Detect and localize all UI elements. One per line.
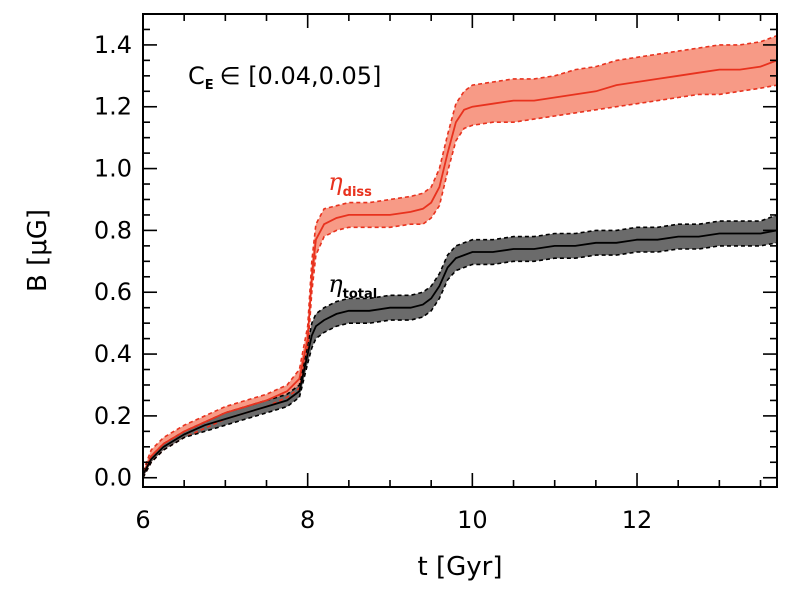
y-tick-label: 0.6 [94, 278, 132, 306]
series-label-eta-total: ηtotal [328, 270, 377, 302]
y-tick-label: 1.4 [94, 31, 132, 59]
upper-bound-eta_diss [142, 34, 778, 472]
y-axis-title: B [μG] [23, 209, 53, 292]
plot-frame [142, 13, 778, 488]
y-tick-label: 1.0 [94, 155, 132, 183]
mean-line-eta_diss [142, 59, 778, 475]
y-tick-label: 0.4 [94, 340, 132, 368]
ce-range-text: ∈ [0.04,0.05] [220, 62, 382, 90]
eta-diss-subscript: diss [343, 185, 372, 200]
eta-total-subscript: total [343, 287, 378, 302]
eta-total-symbol: η [328, 270, 343, 298]
x-axis-title: t [Gyr] [418, 552, 503, 582]
ce-symbol: C [188, 62, 205, 90]
y-tick-label: 0.8 [94, 216, 132, 244]
tick-marks [142, 14, 777, 487]
band-eta_total [143, 214, 777, 478]
bound-lines [142, 34, 778, 479]
x-tick-label: 6 [135, 506, 150, 534]
x-tick-label: 8 [300, 506, 315, 534]
ce-subscript: E [205, 78, 214, 93]
upper-bound-eta_total [142, 214, 778, 472]
x-tick-label: 10 [457, 506, 488, 534]
ce-range-annotation: CE ∈ [0.04,0.05] [188, 62, 381, 93]
y-tick-label: 1.2 [94, 93, 132, 121]
y-tick-label: 0.2 [94, 402, 132, 430]
mean-lines [142, 59, 778, 476]
lower-bound-eta_diss [142, 84, 778, 479]
y-tick-labels: 0.0 0.2 0.4 0.6 0.8 1.0 1.2 1.4 [94, 31, 132, 492]
lower-bound-eta_total [142, 242, 778, 479]
x-tick-label: 12 [622, 506, 653, 534]
x-tick-labels: 6 8 10 12 [135, 506, 652, 534]
mean-line-eta_total [142, 229, 778, 476]
y-tick-label: 0.0 [94, 464, 132, 492]
series-label-eta-diss: ηdiss [328, 168, 372, 200]
eta-diss-symbol: η [328, 168, 343, 196]
